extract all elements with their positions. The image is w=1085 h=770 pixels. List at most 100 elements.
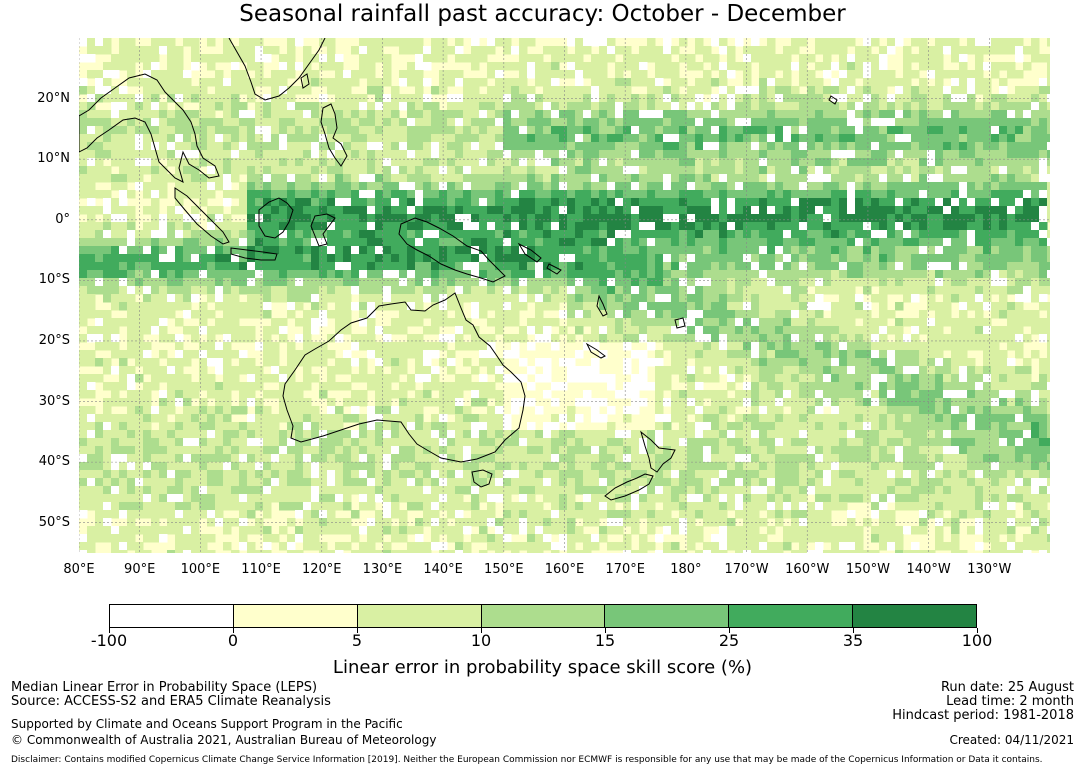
skill-cell <box>871 110 880 119</box>
skill-cell <box>919 126 928 135</box>
skill-cell <box>479 94 488 103</box>
skill-cell <box>471 78 480 87</box>
skill-cell <box>151 262 160 271</box>
skill-cell <box>831 190 840 199</box>
skill-cell <box>639 70 648 79</box>
skill-cell <box>919 398 928 407</box>
skill-cell <box>799 398 808 407</box>
skill-cell <box>359 150 368 159</box>
skill-cell <box>535 198 544 207</box>
skill-cell <box>583 334 592 343</box>
skill-cell <box>919 366 928 375</box>
skill-cell <box>1023 382 1032 391</box>
skill-cell <box>335 294 344 303</box>
skill-cell <box>783 270 792 279</box>
skill-cell <box>855 102 864 111</box>
skill-cell <box>647 230 656 239</box>
skill-cell <box>895 302 904 311</box>
skill-cell <box>383 70 392 79</box>
skill-cell <box>599 214 608 223</box>
skill-cell <box>863 278 872 287</box>
skill-cell <box>927 190 936 199</box>
skill-cell <box>383 246 392 255</box>
skill-cell <box>831 38 840 47</box>
skill-cell <box>383 110 392 119</box>
skill-cell <box>375 166 384 175</box>
skill-cell <box>191 254 200 263</box>
skill-cell <box>863 206 872 215</box>
skill-cell <box>287 270 296 279</box>
skill-cell <box>759 190 768 199</box>
skill-cell <box>215 278 224 287</box>
skill-cell <box>591 342 600 351</box>
skill-cell <box>495 190 504 199</box>
skill-cell <box>615 262 624 271</box>
skill-cell <box>487 238 496 247</box>
skill-cell <box>223 270 232 279</box>
skill-cell <box>663 398 672 407</box>
skill-cell <box>135 254 144 263</box>
skill-cell <box>111 142 120 151</box>
skill-cell <box>943 94 952 103</box>
skill-cell <box>919 318 928 327</box>
skill-cell <box>527 206 536 215</box>
skill-cell <box>191 206 200 215</box>
skill-cell <box>663 150 672 159</box>
skill-cell <box>951 222 960 231</box>
skill-cell <box>911 158 920 167</box>
skill-cell <box>159 126 168 135</box>
skill-cell <box>815 182 824 191</box>
skill-cell <box>151 374 160 383</box>
skill-cell <box>751 158 760 167</box>
skill-cell <box>839 198 848 207</box>
skill-cell <box>151 86 160 95</box>
skill-cell <box>383 134 392 143</box>
skill-cell <box>591 214 600 223</box>
skill-cell <box>639 118 648 127</box>
skill-cell <box>167 214 176 223</box>
skill-cell <box>855 366 864 375</box>
skill-cell <box>247 390 256 399</box>
skill-cell <box>447 318 456 327</box>
skill-cell <box>239 390 248 399</box>
skill-cell <box>879 206 888 215</box>
skill-cell <box>855 382 864 391</box>
skill-cell <box>807 126 816 135</box>
skill-cell <box>903 70 912 79</box>
skill-cell <box>839 262 848 271</box>
skill-cell <box>263 286 272 295</box>
skill-cell <box>255 294 264 303</box>
skill-cell <box>391 262 400 271</box>
skill-cell <box>271 126 280 135</box>
skill-cell <box>943 358 952 367</box>
skill-cell <box>767 174 776 183</box>
skill-cell <box>319 166 328 175</box>
skill-cell <box>631 390 640 399</box>
skill-cell <box>839 406 848 415</box>
skill-cell <box>151 230 160 239</box>
skill-cell <box>879 222 888 231</box>
skill-cell <box>663 278 672 287</box>
skill-cell <box>135 94 144 103</box>
skill-cell <box>863 390 872 399</box>
skill-cell <box>415 110 424 119</box>
skill-cell <box>855 310 864 319</box>
skill-cell <box>375 390 384 399</box>
skill-cell <box>695 190 704 199</box>
skill-cell <box>1007 390 1016 399</box>
skill-cell <box>343 150 352 159</box>
skill-cell <box>519 270 528 279</box>
skill-cell <box>151 366 160 375</box>
skill-cell <box>199 126 208 135</box>
skill-cell <box>583 318 592 327</box>
skill-cell <box>727 46 736 55</box>
skill-cell <box>343 398 352 407</box>
skill-cell <box>943 342 952 351</box>
skill-cell <box>1007 342 1016 351</box>
skill-cell <box>287 110 296 119</box>
skill-cell <box>87 142 96 151</box>
skill-cell <box>855 110 864 119</box>
skill-cell <box>879 62 888 71</box>
skill-cell <box>919 134 928 143</box>
skill-cell <box>775 158 784 167</box>
